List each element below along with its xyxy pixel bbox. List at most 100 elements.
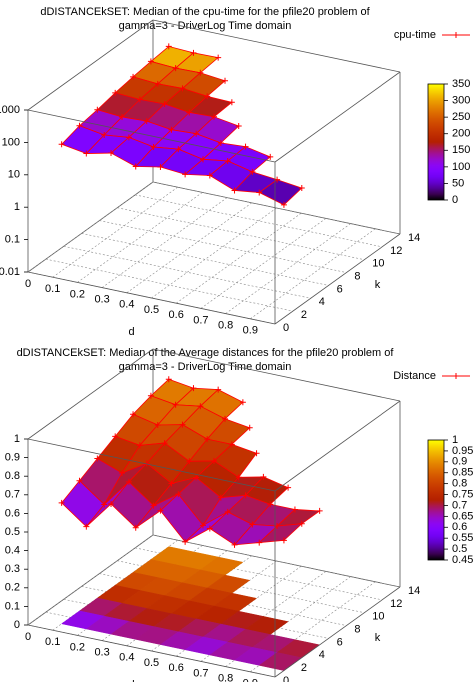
data-point <box>76 477 83 484</box>
data-point <box>147 392 154 399</box>
data-point <box>136 96 143 103</box>
data-point <box>215 54 222 61</box>
box-edge <box>27 438 276 492</box>
data-point <box>231 541 238 548</box>
data-point <box>94 106 101 113</box>
grid-line <box>176 212 302 304</box>
colorbar-tick-label: 0.5 <box>452 543 467 555</box>
data-point <box>179 85 186 92</box>
z-tick-label: 1 <box>14 433 20 445</box>
data-point <box>186 458 193 465</box>
data-point <box>143 118 150 125</box>
grid-line <box>27 181 154 273</box>
y-tick-label: 10 <box>372 611 384 623</box>
colorbar-tick-label: 0.6 <box>452 521 467 533</box>
colorbar-tick-label: 300 <box>452 94 470 106</box>
data-point <box>193 474 200 481</box>
legend-marker <box>453 32 459 38</box>
data-point <box>175 491 182 498</box>
data-point <box>108 150 115 157</box>
data-point <box>83 523 90 530</box>
data-point <box>204 93 211 100</box>
x-tick-label: 0.1 <box>45 636 60 648</box>
data-point <box>58 499 65 506</box>
grid-line <box>77 192 203 283</box>
data-point <box>206 525 213 532</box>
z-tick-label: 0.1 <box>5 234 20 246</box>
chart-title: gamma=3 - DriverLog Time domain <box>119 20 292 32</box>
data-point <box>224 157 231 164</box>
data-point <box>157 163 164 170</box>
data-point <box>228 99 235 106</box>
grid-line <box>101 197 228 288</box>
data-point <box>246 424 253 431</box>
z-tick-label: 0.3 <box>5 563 20 575</box>
data-point <box>239 399 246 406</box>
z-tick-label: 0.01 <box>0 266 20 278</box>
data-point <box>291 506 298 513</box>
data-point <box>168 480 175 487</box>
z-tick-label: 0 <box>14 619 20 631</box>
x-tick-label: 0.2 <box>70 288 85 300</box>
colorbar-tick-label: 50 <box>452 177 464 189</box>
grid-line <box>250 228 376 320</box>
data-point <box>193 130 200 137</box>
y-tick-label: 4 <box>319 296 325 308</box>
z-tick-label: 1 <box>14 201 20 213</box>
data-point <box>172 65 179 72</box>
data-point <box>154 80 161 87</box>
data-point <box>83 150 90 157</box>
data-point <box>161 440 168 447</box>
data-point <box>206 172 213 179</box>
x-axis-label: d <box>128 679 134 682</box>
data-point <box>179 421 186 428</box>
colorbar-tick-label: 150 <box>452 144 470 156</box>
box-edge <box>152 19 401 73</box>
data-point <box>256 539 263 546</box>
data-point <box>197 403 204 410</box>
data-point <box>298 185 305 192</box>
chart: dDISTANCEkSET: Median of the Average dis… <box>5 347 474 682</box>
data-point <box>101 131 108 138</box>
data-point <box>165 376 172 383</box>
grid-line <box>81 233 329 286</box>
data-point <box>242 492 249 499</box>
colorbar-tick-label: 0.55 <box>452 532 473 544</box>
data-point <box>285 484 292 491</box>
box-edge <box>274 586 401 678</box>
box-edge <box>274 400 401 492</box>
data-point <box>132 163 139 170</box>
x-tick-label: 0.9 <box>243 325 258 337</box>
data-point <box>199 522 206 529</box>
y-axis-label: k <box>375 632 381 644</box>
data-point <box>112 89 119 96</box>
x-tick-label: 0.5 <box>144 304 159 316</box>
data-point <box>211 113 217 120</box>
data-point <box>125 134 132 141</box>
data-point <box>217 494 224 501</box>
z-tick-label: 0.1 <box>5 600 20 612</box>
data-point <box>101 501 108 508</box>
x-tick-label: 0.7 <box>193 314 208 326</box>
data-point <box>267 153 274 160</box>
chart-title: dDISTANCEkSET: Median of the cpu-time fo… <box>40 6 370 18</box>
colorbar-tick-label: 250 <box>452 111 470 123</box>
data-point <box>235 123 242 130</box>
z-tick-label: 0.4 <box>5 545 20 557</box>
data-point <box>108 500 115 507</box>
data-point <box>217 139 224 146</box>
data-point <box>119 470 126 477</box>
chart-title: gamma=3 - DriverLog Time domain <box>119 361 292 373</box>
data-point <box>94 455 101 462</box>
box-edge <box>27 109 276 163</box>
data-point <box>204 436 211 443</box>
data-point <box>182 171 189 178</box>
colorbar-tick-label: 0.65 <box>452 510 473 522</box>
x-tick-label: 0.6 <box>169 309 184 321</box>
z-tick-label: 0.7 <box>5 489 20 501</box>
box-edge <box>152 534 401 588</box>
colorbar-tick-label: 0.9 <box>452 456 467 468</box>
box-edge <box>152 181 401 235</box>
x-tick-label: 0.5 <box>144 657 159 669</box>
